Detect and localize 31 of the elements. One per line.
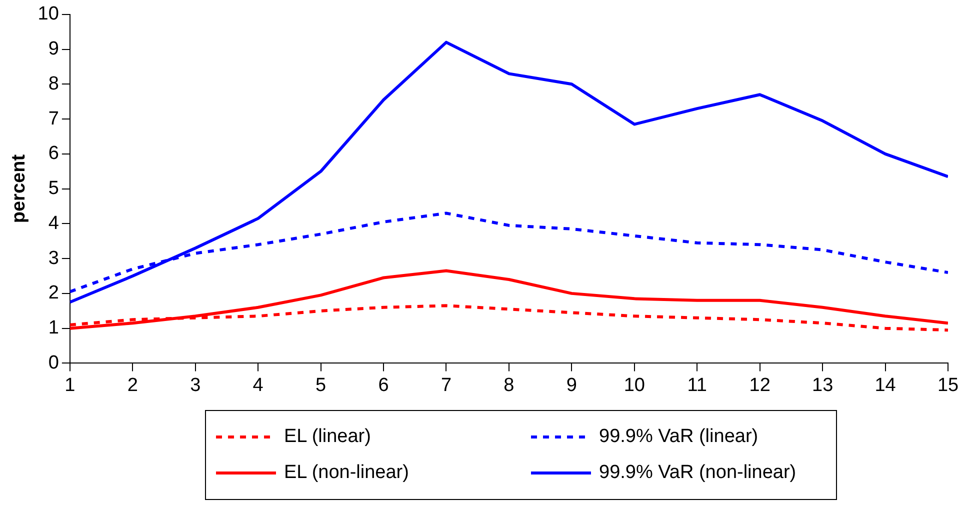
- x-tick-label: 14: [874, 374, 896, 396]
- x-tick-label: 10: [624, 374, 645, 396]
- legend-label: EL (non-linear): [284, 462, 409, 484]
- x-tick-label: 5: [316, 374, 326, 396]
- y-tick-label: 9: [48, 38, 59, 60]
- legend-label: 99.9% VaR (linear): [599, 426, 758, 448]
- x-tick-label: 7: [440, 374, 452, 396]
- y-tick-label: 7: [48, 108, 59, 130]
- x-tick-label: 6: [378, 374, 389, 396]
- x-tick-label: 13: [812, 374, 834, 396]
- y-tick-label: 5: [48, 178, 59, 200]
- x-tick-label: 8: [504, 374, 514, 396]
- y-tick-label: 2: [48, 282, 59, 304]
- x-tick-label: 9: [566, 374, 577, 396]
- x-tick-label: 4: [252, 374, 264, 396]
- y-tick-label: 10: [38, 4, 59, 25]
- x-tick-label: 1: [64, 374, 76, 396]
- legend-label: 99.9% VaR (non-linear): [599, 462, 796, 484]
- x-tick-label: 15: [937, 374, 959, 396]
- y-tick-label: 6: [48, 143, 59, 164]
- y-tick-label: 0: [48, 352, 59, 374]
- y-tick-label: 3: [48, 248, 59, 269]
- x-tick-label: 2: [127, 374, 138, 396]
- x-tick-label: 12: [749, 374, 770, 396]
- x-tick-label: 11: [687, 374, 707, 396]
- x-tick-label: 3: [190, 374, 201, 396]
- y-tick-label: 1: [48, 318, 59, 339]
- y-tick-label: 8: [48, 73, 59, 94]
- y-axis-title: percent: [8, 154, 30, 224]
- y-tick-label: 4: [48, 212, 60, 234]
- legend-label: EL (linear): [284, 426, 371, 448]
